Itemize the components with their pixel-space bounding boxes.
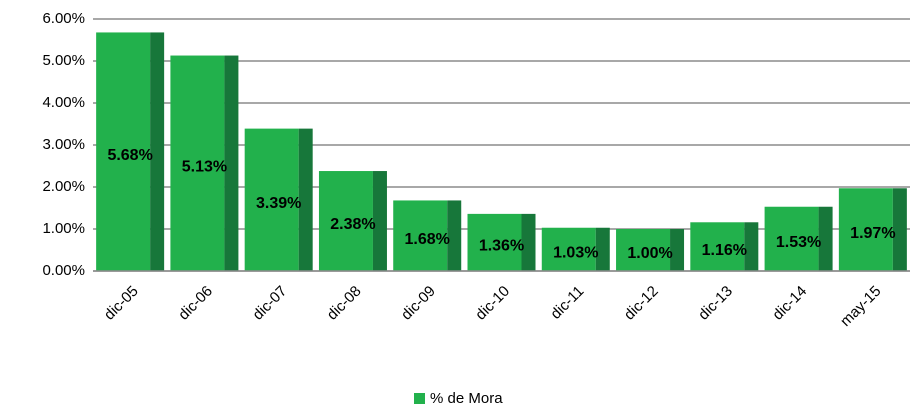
bar	[690, 222, 759, 271]
x-tick-label: dic-08	[324, 283, 365, 324]
y-tick-label: 5.00%	[42, 52, 85, 69]
x-tick-label: dic-11	[547, 283, 587, 323]
bar-side	[595, 227, 610, 271]
bar	[764, 206, 833, 271]
y-tick-label: 4.00%	[42, 94, 85, 111]
bar	[96, 32, 165, 271]
y-tick-label: 6.00%	[42, 10, 85, 27]
bar	[616, 229, 685, 271]
bar	[244, 128, 313, 271]
bar	[467, 213, 536, 271]
bar-side	[818, 206, 833, 271]
value-label: 5.68%	[107, 147, 152, 164]
bar-front	[244, 128, 299, 271]
bar-side	[298, 128, 313, 271]
bar	[318, 171, 387, 271]
bar-side	[150, 32, 165, 271]
bar-front	[616, 229, 671, 271]
x-tick-label: dic-09	[398, 283, 439, 324]
bar	[393, 200, 462, 271]
bar-side	[744, 222, 759, 271]
value-label: 1.03%	[553, 245, 598, 262]
y-tick-label: 3.00%	[42, 136, 85, 153]
x-tick-label: may-15	[837, 283, 884, 330]
value-label: 3.39%	[256, 195, 301, 212]
x-tick-label: dic-14	[769, 283, 810, 324]
bar-side	[521, 213, 536, 271]
x-tick-label: dic-12	[621, 283, 662, 324]
bar-front	[96, 32, 151, 271]
bar	[170, 55, 239, 271]
x-tick-label: dic-05	[101, 283, 142, 324]
value-label: 1.53%	[776, 234, 821, 251]
value-label: 2.38%	[330, 216, 375, 233]
bar	[541, 227, 610, 271]
bar-side	[670, 229, 685, 271]
value-label: 1.00%	[627, 245, 672, 262]
bar-front	[838, 188, 893, 271]
legend-swatch	[414, 393, 425, 404]
value-label: 5.13%	[182, 158, 227, 175]
x-tick-label: dic-13	[695, 283, 736, 324]
bar-side	[372, 171, 387, 271]
value-label: 1.68%	[405, 231, 450, 248]
bar-front	[467, 213, 522, 271]
value-label: 1.16%	[702, 242, 747, 259]
bar-front	[393, 200, 448, 271]
legend-label: % de Mora	[430, 390, 503, 407]
x-tick-label: dic-07	[249, 283, 290, 324]
bar	[838, 188, 907, 271]
bar-front	[541, 227, 596, 271]
bar-front	[690, 222, 745, 271]
y-tick-label: 1.00%	[42, 220, 85, 237]
value-label: 1.97%	[850, 225, 895, 242]
bar-front	[170, 55, 225, 271]
y-tick-label: 2.00%	[42, 178, 85, 195]
x-tick-label: dic-10	[472, 283, 513, 324]
bar-side	[892, 188, 907, 271]
value-label: 1.36%	[479, 238, 524, 255]
x-tick-label: dic-06	[175, 283, 216, 324]
bar-front	[318, 171, 373, 271]
bar-front	[764, 206, 819, 271]
bar-side	[224, 55, 239, 271]
y-tick-label: 0.00%	[42, 262, 85, 279]
bar-side	[447, 200, 462, 271]
